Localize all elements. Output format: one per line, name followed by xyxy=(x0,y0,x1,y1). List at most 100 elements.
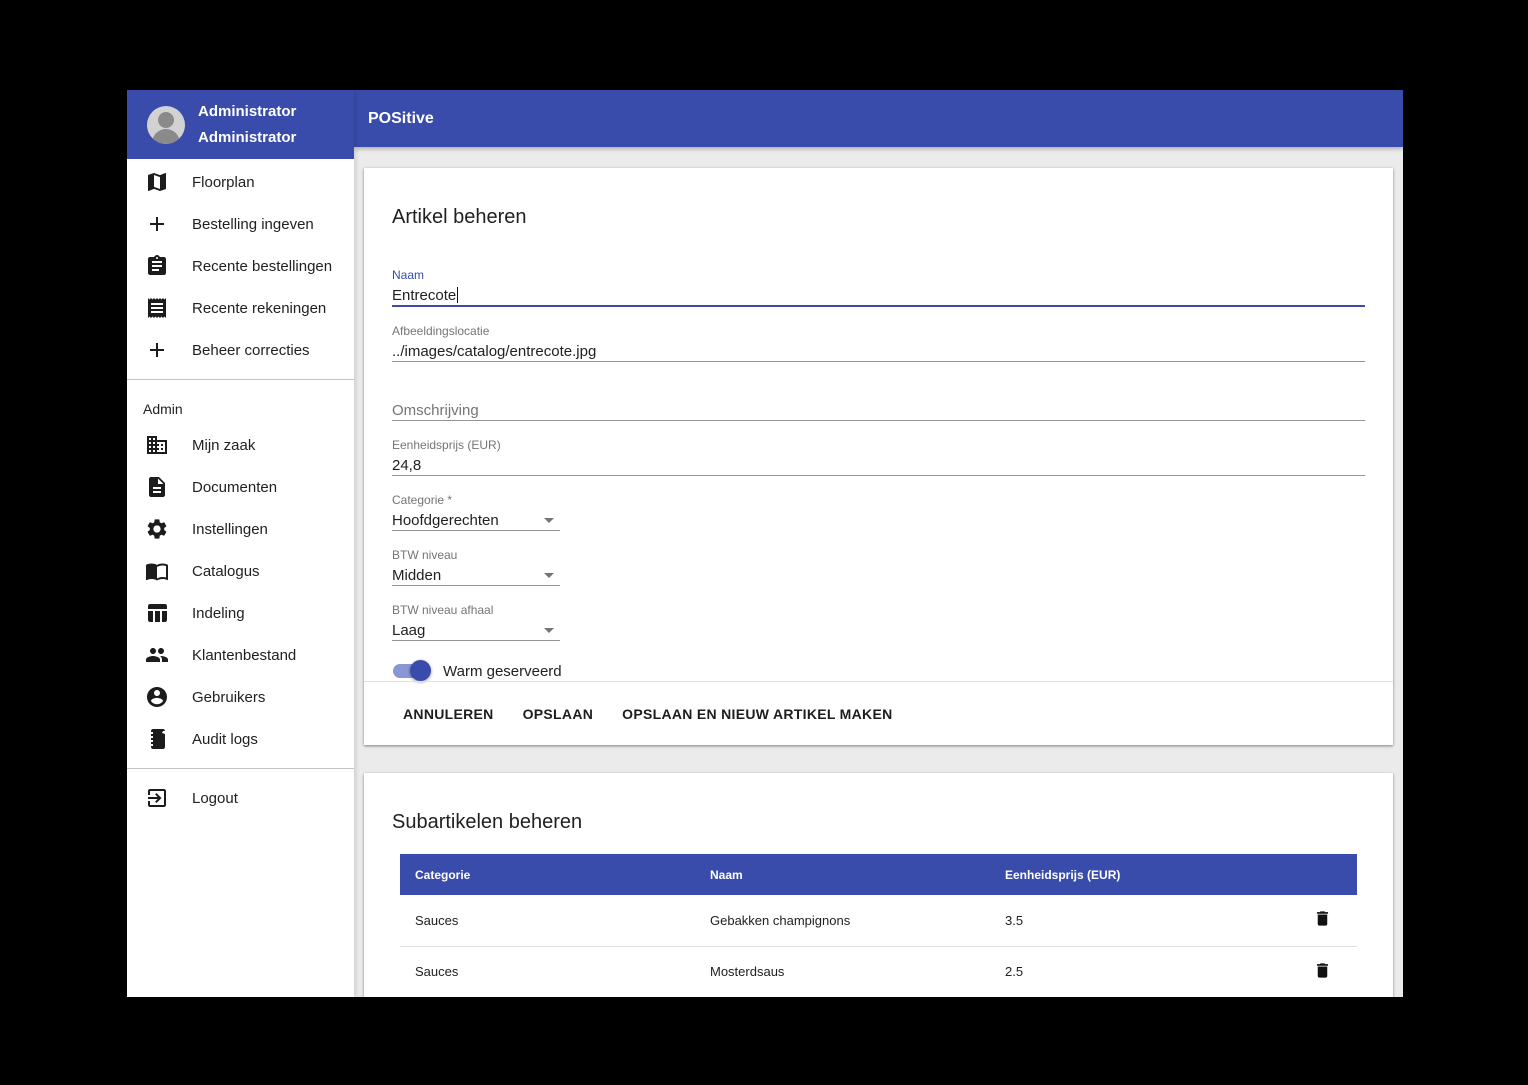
sidebar-item-floorplan[interactable]: Floorplan xyxy=(127,161,354,203)
avatar xyxy=(147,105,185,144)
chevron-down-icon xyxy=(544,628,554,633)
warm-geserveerd-toggle[interactable] xyxy=(393,660,431,681)
naam-underline xyxy=(392,305,1365,307)
content-area: Artikel beheren Naam Entrecote Afbeeldin… xyxy=(354,147,1403,997)
text-caret xyxy=(457,287,459,303)
open-book-icon xyxy=(145,559,169,583)
afbeeldingslocatie-label: Afbeeldingslocatie xyxy=(392,324,490,338)
categorie-select[interactable]: Hoofdgerechten xyxy=(392,512,499,529)
categorie-label: Categorie * xyxy=(392,493,453,507)
sidebar-item-klantenbestand[interactable]: Klantenbestand xyxy=(127,634,354,676)
subarticles-card: Subartikelen beheren Categorie Naam Eenh… xyxy=(364,773,1393,997)
sidebar-item-label: Documenten xyxy=(192,478,278,496)
app-title: POSitive xyxy=(368,109,434,127)
document-icon xyxy=(145,475,169,499)
afbeeldingslocatie-input[interactable]: ../images/catalog/entrecote.jpg xyxy=(392,343,597,360)
app-toolbar: POSitive xyxy=(354,90,1403,147)
article-form-card: Artikel beheren Naam Entrecote Afbeeldin… xyxy=(364,168,1393,745)
sidebar-item-label: Klantenbestand xyxy=(192,646,297,664)
sidebar-item-label: Gebruikers xyxy=(192,688,266,706)
sidebar-item-recente-bestellingen[interactable]: Recente bestellingen xyxy=(127,245,354,287)
delete-subarticle-button[interactable] xyxy=(1310,958,1334,982)
sidebar-divider xyxy=(127,768,354,769)
main-area: POSitive Artikel beheren Naam Entrecote … xyxy=(354,90,1403,997)
sidebar-item-logout[interactable]: Logout xyxy=(127,777,354,819)
btw-niveau-label: BTW niveau xyxy=(392,548,458,562)
sidebar-item-label: Floorplan xyxy=(192,173,255,191)
sidebar-item-label: Catalogus xyxy=(192,562,260,580)
naam-label: Naam xyxy=(392,268,425,282)
chevron-down-icon xyxy=(544,573,554,578)
sidebar-divider xyxy=(127,379,354,380)
sidebar-item-beheer-correcties[interactable]: Beheer correcties xyxy=(127,329,354,371)
afbeeldingslocatie-underline xyxy=(392,361,1365,362)
column-header-prijs: Eenheidsprijs (EUR) xyxy=(990,854,1295,895)
sidebar-nav: Floorplan Bestelling ingeven Recente bes… xyxy=(127,159,354,819)
categorie-underline xyxy=(392,530,560,531)
btw-niveau-select[interactable]: Midden xyxy=(392,567,442,584)
store-building-icon xyxy=(145,433,169,457)
cell-prijs: 3.5 xyxy=(990,895,1295,947)
field-afbeeldingslocatie: Afbeeldingslocatie ../images/catalog/ent… xyxy=(392,324,1365,362)
table-row: Sauces Mosterdsaus 2.5 xyxy=(400,946,1357,997)
eenheidsprijs-input[interactable]: 24,8 xyxy=(392,457,422,474)
app-window: Administrator Administrator Floorplan Be… xyxy=(127,90,1403,997)
clipboard-icon xyxy=(145,254,169,278)
cell-categorie: Sauces xyxy=(400,895,695,947)
cell-prijs: 2.5 xyxy=(990,946,1295,997)
sidebar-item-audit-logs[interactable]: Audit logs xyxy=(127,718,354,760)
trash-icon xyxy=(1310,909,1334,928)
eenheidsprijs-underline xyxy=(392,475,1365,476)
btw-niveau-afhaal-select[interactable]: Laag xyxy=(392,622,426,639)
sidebar-item-label: Indeling xyxy=(192,604,245,622)
sidebar-item-label: Recente bestellingen xyxy=(192,257,333,275)
page-title: Artikel beheren xyxy=(392,206,527,228)
sidebar-item-gebruikers[interactable]: Gebruikers xyxy=(127,676,354,718)
delete-subarticle-button[interactable] xyxy=(1310,907,1334,931)
map-icon xyxy=(145,170,169,194)
sidebar-item-bestelling-ingeven[interactable]: Bestelling ingeven xyxy=(127,203,354,245)
notebook-icon xyxy=(145,727,169,751)
field-categorie: Categorie * Hoofdgerechten xyxy=(392,493,560,531)
sidebar-user-header: Administrator Administrator xyxy=(127,90,354,159)
sidebar-item-label: Logout xyxy=(192,789,238,807)
gear-icon xyxy=(145,517,169,541)
sidebar-item-mijn-zaak[interactable]: Mijn zaak xyxy=(127,424,354,466)
table-row: Sauces Gebakken champignons 3.5 xyxy=(400,895,1357,947)
field-btw-niveau: BTW niveau Midden xyxy=(392,548,560,586)
subarticles-title: Subartikelen beheren xyxy=(392,811,583,833)
user-name: Administrator Administrator xyxy=(198,99,296,151)
layout-table-icon xyxy=(145,601,169,625)
opslaan-en-nieuw-button[interactable]: OPSLAAN EN NIEUW ARTIKEL MAKEN xyxy=(622,698,892,730)
subarticles-table: Categorie Naam Eenheidsprijs (EUR) Sauce… xyxy=(400,854,1357,997)
sidebar-item-instellingen[interactable]: Instellingen xyxy=(127,508,354,550)
people-icon xyxy=(145,643,169,667)
annuleren-button[interactable]: ANNULEREN xyxy=(403,698,494,730)
person-circle-icon xyxy=(145,685,169,709)
omschrijving-input[interactable]: Omschrijving xyxy=(392,402,479,419)
sidebar-item-label: Instellingen xyxy=(192,520,268,538)
form-actions: ANNULEREN OPSLAAN OPSLAAN EN NIEUW ARTIK… xyxy=(364,681,1393,745)
sidebar-item-documenten[interactable]: Documenten xyxy=(127,466,354,508)
column-header-actions xyxy=(1295,854,1357,895)
cell-categorie: Sauces xyxy=(400,946,695,997)
trash-icon xyxy=(1310,961,1334,980)
field-eenheidsprijs: Eenheidsprijs (EUR) 24,8 xyxy=(392,438,1365,476)
chevron-down-icon xyxy=(544,518,554,523)
user-first-name: Administrator xyxy=(198,102,297,120)
user-last-name: Administrator xyxy=(198,128,297,146)
logout-icon xyxy=(145,786,169,810)
btw-niveau-afhaal-label: BTW niveau afhaal xyxy=(392,603,494,617)
sidebar-item-recente-rekeningen[interactable]: Recente rekeningen xyxy=(127,287,354,329)
sidebar-item-indeling[interactable]: Indeling xyxy=(127,592,354,634)
sidebar-item-label: Bestelling ingeven xyxy=(192,215,314,233)
sidebar-section-admin: Admin xyxy=(143,401,183,417)
sidebar-item-label: Mijn zaak xyxy=(192,436,256,454)
warm-geserveerd-label: Warm geserveerd xyxy=(443,662,562,680)
naam-input[interactable]: Entrecote xyxy=(392,287,459,304)
eenheidsprijs-label: Eenheidsprijs (EUR) xyxy=(392,438,501,452)
btw-niveau-afhaal-underline xyxy=(392,640,560,641)
opslaan-button[interactable]: OPSLAAN xyxy=(523,698,594,730)
sidebar-item-catalogus[interactable]: Catalogus xyxy=(127,550,354,592)
table-header-row: Categorie Naam Eenheidsprijs (EUR) xyxy=(400,854,1357,895)
